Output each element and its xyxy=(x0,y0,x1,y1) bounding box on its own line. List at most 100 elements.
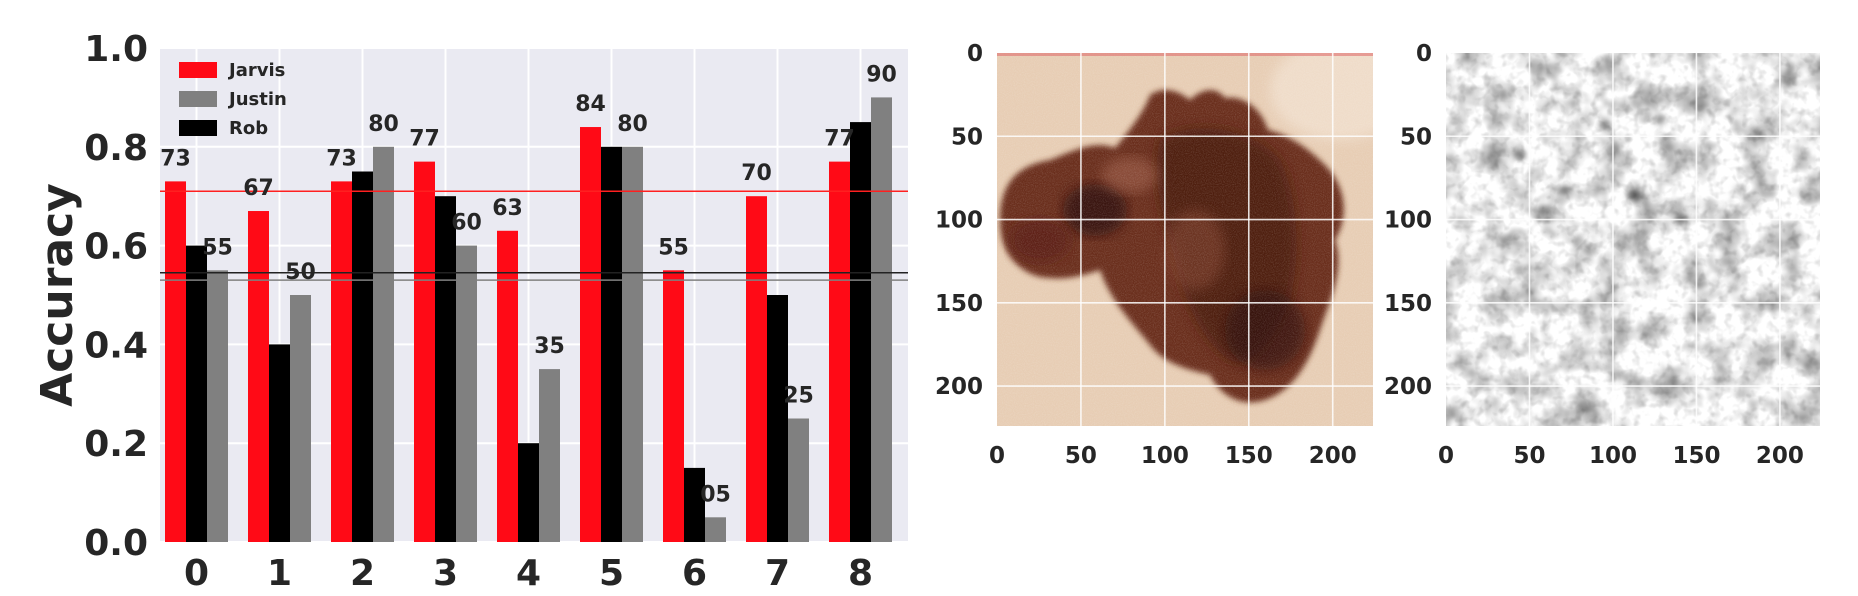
image-y-tick-label: 150 xyxy=(935,291,983,317)
lesion-image-panel: 0 50 100 150 200 0 50 100 150 200 xyxy=(935,41,1373,469)
image-x-tick-label: 0 xyxy=(989,443,1005,469)
bar-justin xyxy=(456,245,477,542)
legend-swatch-justin xyxy=(179,91,217,107)
legend-swatch-jarvis xyxy=(179,62,217,78)
y-axis-label: Accuracy xyxy=(32,183,83,407)
lesion-x-tick-labels: 0 50 100 150 200 xyxy=(989,443,1357,469)
bar-label-jarvis: 77 xyxy=(824,127,855,152)
bar-label-justin: 35 xyxy=(534,334,565,359)
bar-justin xyxy=(373,146,394,543)
bar-label-jarvis: 84 xyxy=(575,92,606,117)
bar-rob xyxy=(601,146,622,543)
saliency-map-panel: 0 50 100 150 200 0 50 100 150 200 xyxy=(1384,41,1820,469)
lesion-y-tick-labels: 0 50 100 150 200 xyxy=(935,41,983,400)
bar-label-jarvis: 73 xyxy=(160,146,191,171)
image-x-tick-label: 150 xyxy=(1672,443,1720,469)
bar-label-justin: 80 xyxy=(617,112,648,137)
bar-label-jarvis: 67 xyxy=(243,176,274,201)
image-x-tick-label: 200 xyxy=(1756,443,1804,469)
bar-rob xyxy=(684,467,705,542)
lesion-image xyxy=(997,53,1373,426)
bar-rob xyxy=(518,443,539,542)
bar-label-jarvis: 73 xyxy=(326,146,357,171)
lesion-grid xyxy=(997,53,1373,426)
image-y-tick-label: 100 xyxy=(935,208,983,234)
bar-justin xyxy=(705,517,726,542)
image-y-tick-label: 200 xyxy=(1384,374,1432,400)
bar-label-jarvis: 77 xyxy=(409,127,440,152)
saliency-x-tick-labels: 0 50 100 150 200 xyxy=(1438,443,1804,469)
y-tick-labels: 0.0 0.2 0.4 0.6 0.8 1.0 xyxy=(84,29,148,564)
bar-rob xyxy=(767,295,788,542)
x-tick-label: 0 xyxy=(184,553,209,594)
image-y-tick-label: 100 xyxy=(1384,208,1432,234)
saliency-map xyxy=(1446,53,1820,426)
bar-jarvis xyxy=(248,211,269,542)
bar-jarvis xyxy=(829,161,850,542)
x-tick-label: 1 xyxy=(267,553,292,594)
x-tick-label: 6 xyxy=(682,553,707,594)
bar-label-justin: 25 xyxy=(783,384,814,409)
bar-label-justin: 90 xyxy=(866,62,897,87)
image-x-tick-label: 100 xyxy=(1141,443,1189,469)
bar-jarvis xyxy=(331,181,352,542)
image-y-tick-label: 150 xyxy=(1384,291,1432,317)
x-tick-label: 2 xyxy=(350,553,375,594)
bars xyxy=(165,97,892,543)
bar-rob xyxy=(352,171,373,542)
image-y-tick-label: 50 xyxy=(1400,124,1432,150)
image-y-tick-label: 0 xyxy=(967,41,983,67)
bar-label-jarvis: 55 xyxy=(658,235,689,260)
y-tick-label: 0.2 xyxy=(84,424,148,465)
bar-rob xyxy=(435,196,456,542)
bar-justin xyxy=(290,295,311,542)
image-x-tick-label: 150 xyxy=(1225,443,1273,469)
bar-justin xyxy=(871,97,892,543)
bar-justin xyxy=(788,418,809,542)
bar-justin xyxy=(207,270,228,542)
saliency-grid xyxy=(1446,53,1820,426)
y-tick-label: 0.8 xyxy=(84,128,148,169)
bar-jarvis xyxy=(165,181,186,542)
x-tick-label: 8 xyxy=(848,553,873,594)
image-x-tick-label: 100 xyxy=(1589,443,1637,469)
bar-label-justin: 55 xyxy=(202,235,233,260)
x-tick-labels: 0 1 2 3 4 5 6 7 8 xyxy=(184,553,873,594)
bar-justin xyxy=(622,146,643,543)
reference-lines xyxy=(160,190,908,281)
bar-label-justin: 60 xyxy=(451,211,482,236)
x-tick-label: 7 xyxy=(765,553,790,594)
image-y-tick-label: 0 xyxy=(1416,41,1432,67)
legend-label-rob: Rob xyxy=(229,118,268,139)
bar-justin xyxy=(539,369,560,542)
legend-swatch-rob xyxy=(179,120,217,136)
bar-jarvis xyxy=(663,270,684,542)
image-y-tick-label: 50 xyxy=(951,124,983,150)
bar-annotations: 73 67 73 77 63 84 55 70 77 55 50 80 60 35 80 05 25 90 xyxy=(160,62,897,507)
bar-label-jarvis: 63 xyxy=(492,196,523,221)
legend: Jarvis Justin Rob xyxy=(179,60,287,139)
bar-rob xyxy=(186,245,207,542)
y-tick-label: 0.4 xyxy=(84,325,148,366)
image-x-tick-label: 50 xyxy=(1065,443,1097,469)
x-tick-label: 4 xyxy=(516,553,541,594)
y-tick-label: 0.6 xyxy=(84,227,148,268)
bar-rob xyxy=(850,122,871,542)
bar-rob xyxy=(269,344,290,542)
legend-label-jarvis: Jarvis xyxy=(227,60,285,81)
y-tick-label: 0.0 xyxy=(84,523,148,564)
bar-jarvis xyxy=(414,161,435,542)
image-x-tick-label: 200 xyxy=(1309,443,1357,469)
saliency-y-tick-labels: 0 50 100 150 200 xyxy=(1384,41,1432,400)
bar-jarvis xyxy=(746,196,767,542)
bar-jarvis xyxy=(580,127,601,542)
x-tick-label: 5 xyxy=(599,553,624,594)
legend-label-justin: Justin xyxy=(227,89,287,110)
y-tick-label: 1.0 xyxy=(84,29,148,70)
image-x-tick-label: 50 xyxy=(1513,443,1545,469)
image-x-tick-label: 0 xyxy=(1438,443,1454,469)
bar-label-justin: 80 xyxy=(368,112,399,137)
bar-label-jarvis: 70 xyxy=(741,161,772,186)
